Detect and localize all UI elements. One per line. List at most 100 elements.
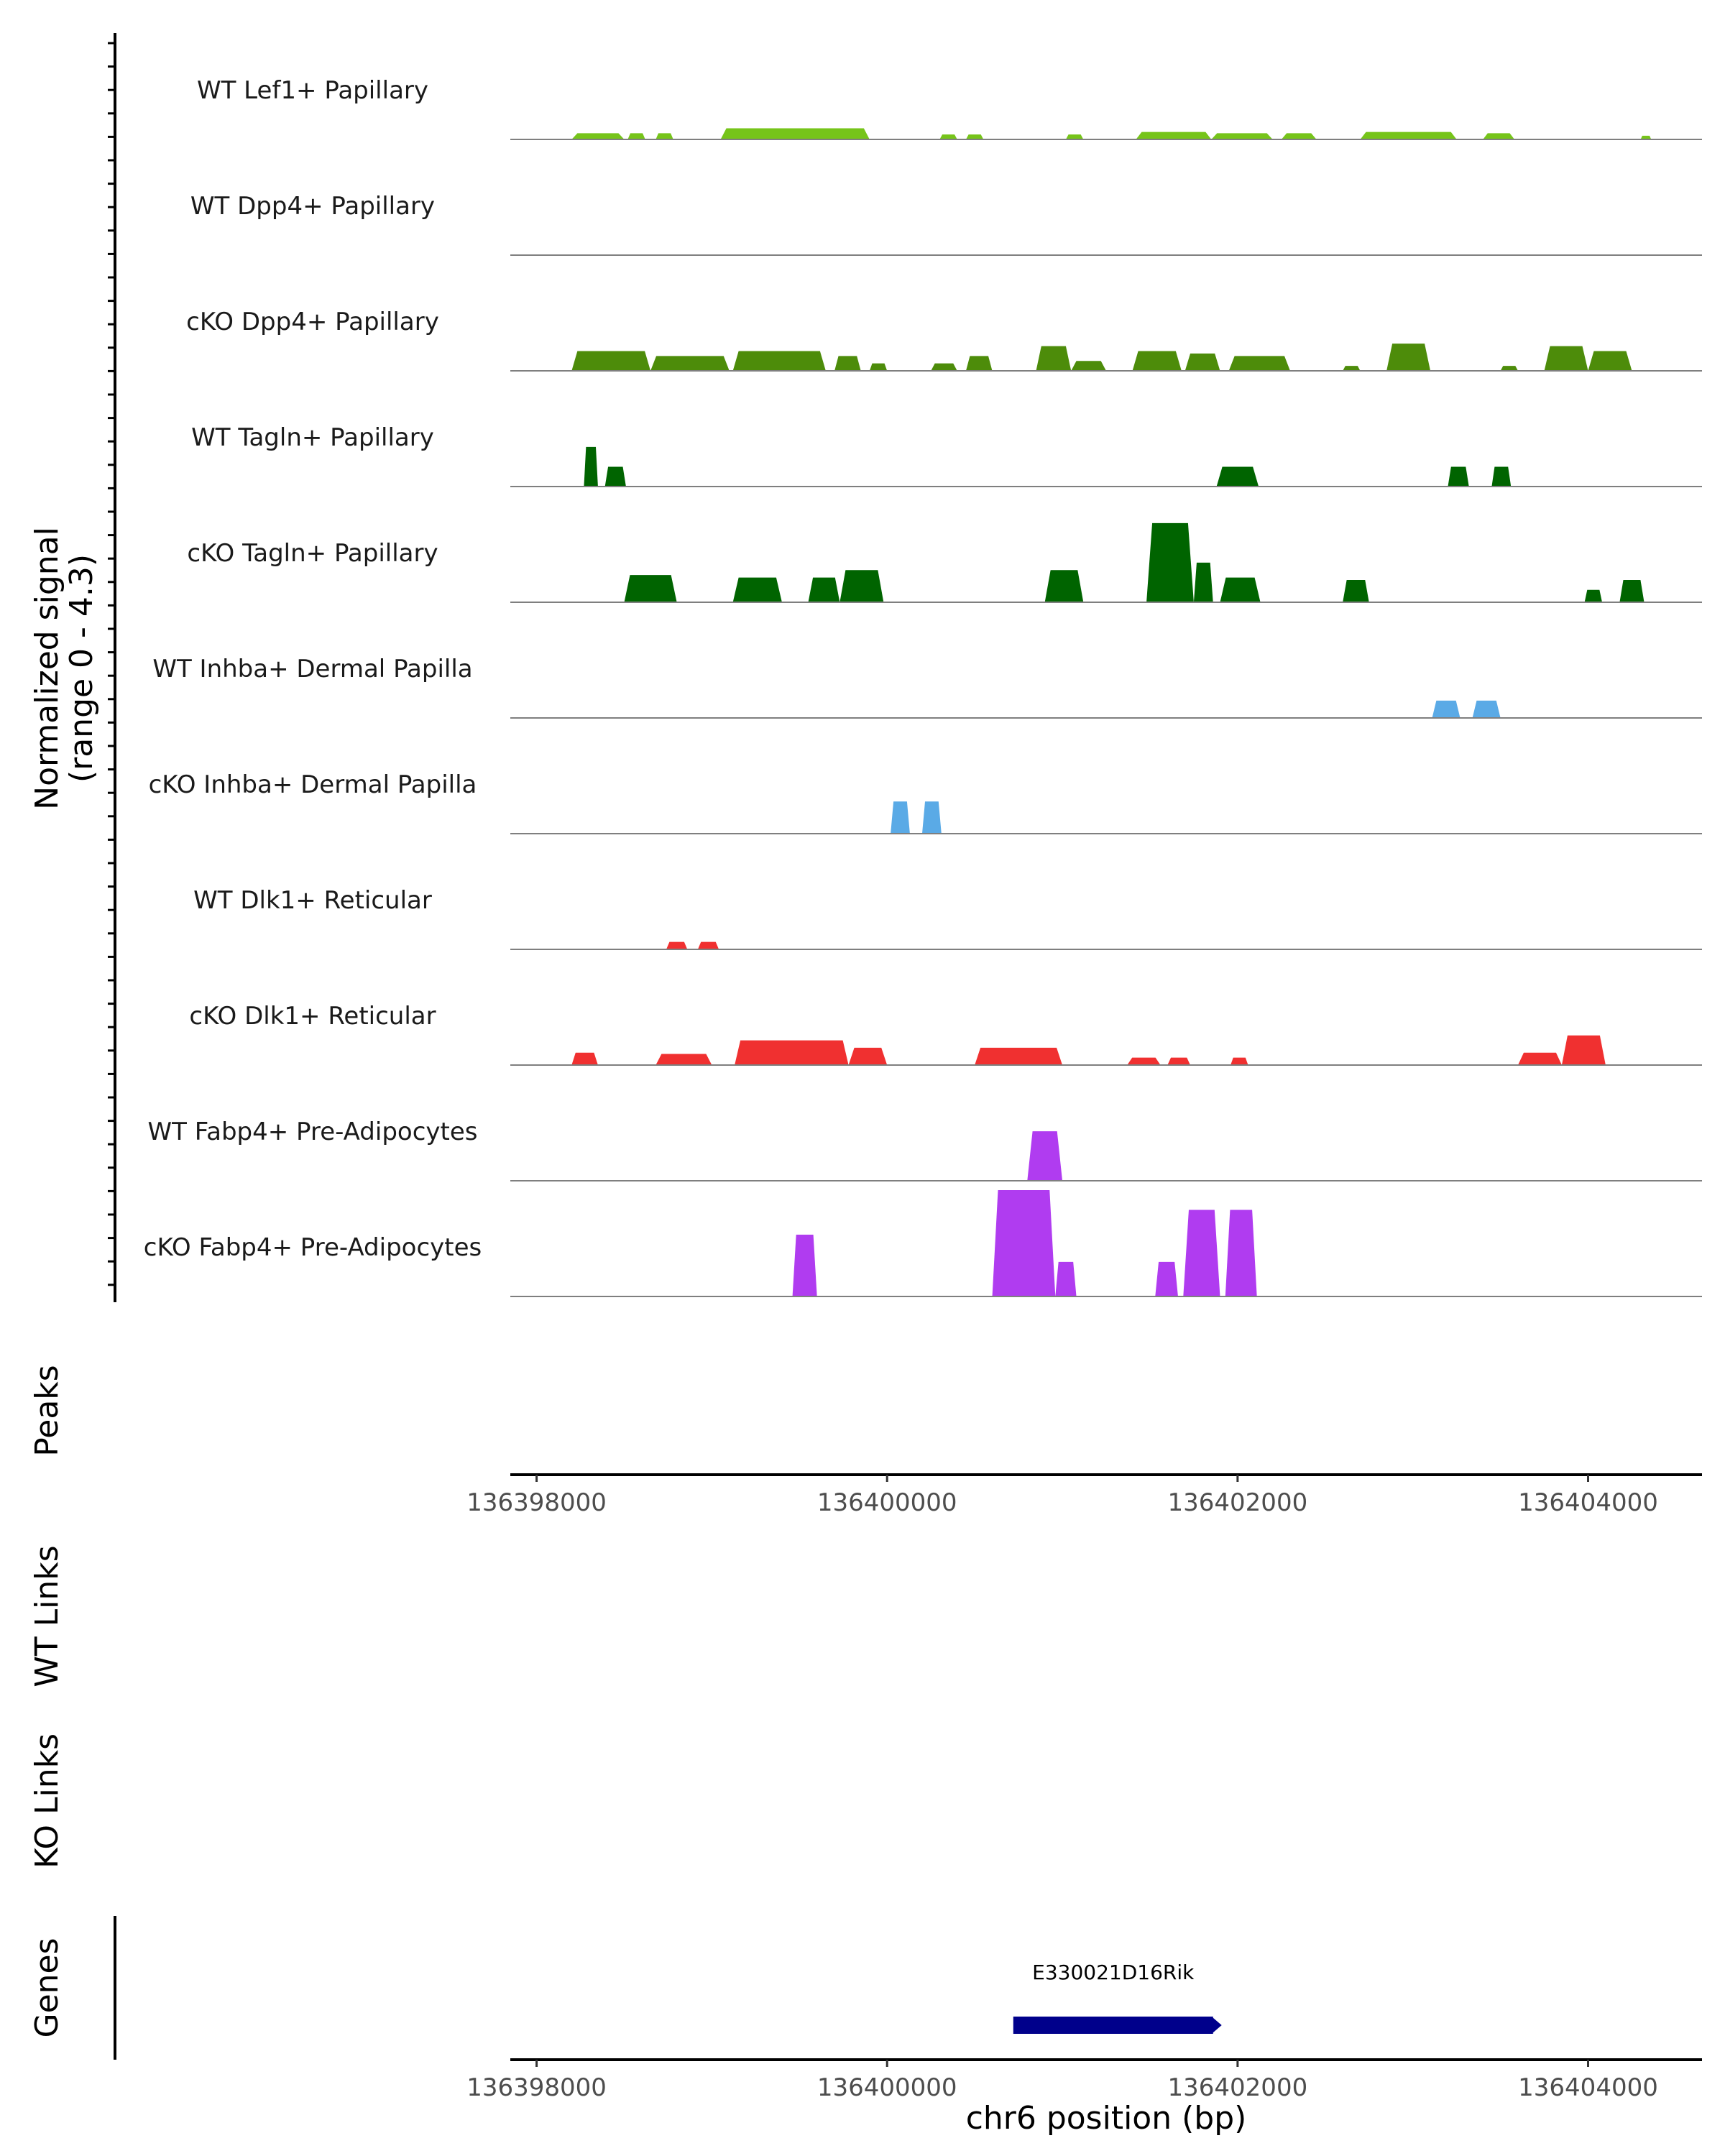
signal-wt-tagln-papillary-0 [584,446,598,487]
signal-cko-inhba-dermal-papilla-1 [921,801,942,834]
track-wt-lef1-papillary: WT Lef1+ Papillary [197,76,1702,140]
track-wt-tagln-papillary: WT Tagln+ Papillary [191,423,1702,487]
signal-cko-dlk1-reticular-3 [848,1047,888,1065]
signal-wt-lef1-papillary-4 [939,134,957,139]
track-label-cko-inhba-dermal-papilla: cKO Inhba+ Dermal Papilla [149,770,477,799]
signal-wt-lef1-papillary-2 [656,133,673,139]
signal-cko-tagln-papillary-5 [1146,522,1194,602]
peaks-panel-label: Peaks [29,1365,65,1456]
signal-wt-tagln-papillary-2 [1216,466,1259,487]
signal-cko-tagln-papillary-4 [1044,570,1084,602]
genes-track: E330021D16Rik [1013,1961,1222,2034]
track-cko-fabp4-pre-adipocytes: cKO Fabp4+ Pre-Adipocytes [144,1190,1702,1297]
signal-cko-dpp4-papillary-10 [1184,353,1220,371]
signal-cko-dlk1-reticular-0 [571,1052,598,1065]
signal-wt-lef1-papillary-1 [627,133,645,139]
track-label-wt-tagln-papillary: WT Tagln+ Papillary [191,423,434,452]
signal-wt-lef1-papillary-5 [965,134,984,139]
x-axis-title: chr6 position (bp) [966,2100,1247,2137]
signal-cko-dpp4-papillary-7 [1036,346,1072,371]
genes-panel-label: Genes [29,1938,65,2037]
signal-cko-tagln-papillary-9 [1584,589,1603,602]
signal-wt-tagln-papillary-4 [1491,466,1512,487]
y-axis-label-line2: (range 0 - 4.3) [63,554,100,783]
signal-wt-inhba-dermal-papilla-0 [1432,700,1460,718]
y-axis [108,33,116,1302]
track-cko-inhba-dermal-papilla: cKO Inhba+ Dermal Papilla [149,770,1702,834]
track-cko-dpp4-papillary: cKO Dpp4+ Papillary [186,308,1702,372]
signal-cko-dpp4-papillary-9 [1132,351,1182,371]
signal-wt-dlk1-reticular-0 [666,941,688,949]
signal-cko-dlk1-reticular-1 [656,1054,712,1065]
track-label-cko-dlk1-reticular: cKO Dlk1+ Reticular [189,1002,436,1031]
signal-cko-dpp4-papillary-2 [732,351,826,371]
signal-cko-dpp4-papillary-4 [869,363,888,371]
track-cko-dlk1-reticular: cKO Dlk1+ Reticular [189,1002,1702,1066]
xaxis-lower-tick-label-0: 136398000 [466,2073,607,2102]
signal-wt-lef1-papillary-10 [1360,132,1457,139]
signal-cko-dpp4-papillary-6 [965,356,993,371]
signal-wt-lef1-papillary-6 [1065,134,1084,139]
signal-cko-fabp4-pre-adipocytes-4 [1183,1210,1220,1296]
signal-cko-dlk1-reticular-4 [975,1047,1063,1065]
tracks: WT Lef1+ Papillary WT Dpp4+ Papillary cKO … [144,76,1702,1297]
x-axis-upper: 136398000 136400000 136402000 136404000 [466,1475,1658,1517]
signal-wt-lef1-papillary-11 [1483,133,1515,139]
signal-cko-tagln-papillary-1 [732,577,782,602]
signal-cko-dpp4-papillary-1 [650,356,730,371]
signal-cko-tagln-papillary-3 [840,570,884,602]
gene-body-0 [1013,2017,1213,2034]
gene-strand-arrow-0 [1211,2017,1222,2034]
xaxis-upper-tick-label-1: 136400000 [817,1488,957,1517]
xaxis-upper-tick-label-2: 136402000 [1168,1488,1308,1517]
gene-e330021d16rik: E330021D16Rik [1013,1961,1222,2034]
track-wt-fabp4-pre-adipocytes: WT Fabp4+ Pre-Adipocytes [148,1118,1702,1181]
track-wt-inhba-dermal-papilla: WT Inhba+ Dermal Papilla [152,655,1702,719]
signal-wt-lef1-papillary-8 [1211,133,1273,139]
xaxis-lower-tick-label-3: 136404000 [1518,2073,1658,2102]
track-wt-dpp4-papillary: WT Dpp4+ Papillary [190,192,1702,256]
signal-cko-tagln-papillary-0 [624,575,677,602]
gene-label-0: E330021D16Rik [1032,1961,1195,1984]
signal-cko-tagln-papillary-10 [1619,580,1644,602]
signal-cko-dpp4-papillary-14 [1500,366,1518,371]
track-label-wt-fabp4-pre-adipocytes: WT Fabp4+ Pre-Adipocytes [148,1118,478,1146]
signal-cko-tagln-papillary-6 [1193,562,1213,602]
signal-wt-dlk1-reticular-1 [697,941,719,949]
signal-cko-fabp4-pre-adipocytes-1 [992,1190,1056,1296]
signal-cko-dpp4-papillary-13 [1386,344,1431,371]
x-axis-lower: 136398000 136400000 136402000 136404000 [466,2060,1658,2102]
track-wt-dlk1-reticular: WT Dlk1+ Reticular [193,886,1702,950]
signal-cko-dlk1-reticular-8 [1517,1052,1562,1065]
signal-wt-lef1-papillary-9 [1281,133,1317,139]
signal-cko-tagln-papillary-7 [1220,577,1261,602]
track-label-wt-lef1-papillary: WT Lef1+ Papillary [197,76,428,105]
track-label-cko-dpp4-papillary: cKO Dpp4+ Papillary [186,308,439,336]
track-label-wt-inhba-dermal-papilla: WT Inhba+ Dermal Papilla [152,655,472,683]
signal-cko-dpp4-papillary-15 [1544,346,1588,371]
signal-cko-fabp4-pre-adipocytes-5 [1225,1210,1257,1296]
signal-wt-tagln-papillary-1 [604,466,626,487]
signal-cko-tagln-papillary-8 [1343,580,1369,602]
signal-cko-fabp4-pre-adipocytes-3 [1155,1261,1178,1296]
signal-cko-fabp4-pre-adipocytes-2 [1055,1261,1077,1296]
signal-wt-lef1-papillary-3 [720,128,870,139]
y-axis-ticks [108,42,115,1286]
signal-cko-dpp4-papillary-8 [1071,361,1106,371]
wt-links-panel-label: WT Links [29,1545,65,1687]
xaxis-upper-tick-label-0: 136398000 [466,1488,607,1517]
track-cko-tagln-papillary: cKO Tagln+ Papillary [187,522,1702,603]
signal-wt-inhba-dermal-papilla-1 [1472,700,1501,718]
signal-wt-fabp4-pre-adipocytes-0 [1027,1131,1063,1181]
signal-cko-fabp4-pre-adipocytes-0 [792,1234,817,1296]
signal-cko-dlk1-reticular-2 [735,1040,849,1065]
signal-cko-dpp4-papillary-11 [1228,356,1291,371]
signal-wt-lef1-papillary-0 [571,133,625,139]
track-label-cko-tagln-papillary: cKO Tagln+ Papillary [187,539,438,568]
signal-cko-dlk1-reticular-9 [1561,1035,1606,1065]
signal-cko-dlk1-reticular-5 [1127,1057,1161,1065]
track-label-wt-dlk1-reticular: WT Dlk1+ Reticular [193,886,432,915]
track-label-wt-dpp4-papillary: WT Dpp4+ Papillary [190,192,435,221]
signal-wt-lef1-papillary-12 [1640,135,1652,139]
